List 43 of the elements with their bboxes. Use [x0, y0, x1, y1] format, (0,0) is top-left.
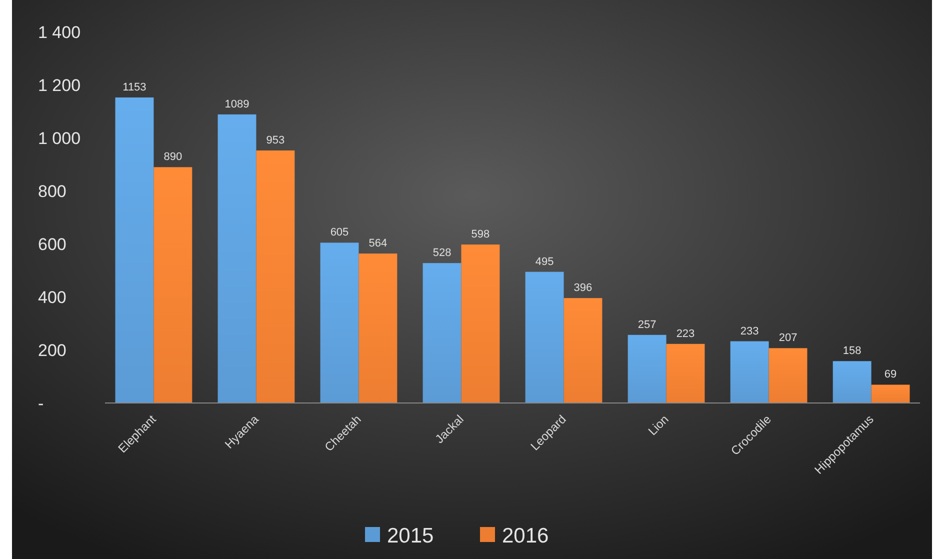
y-tick-label: 1 000	[38, 128, 81, 148]
data-label: 953	[266, 134, 285, 146]
bar	[256, 150, 295, 403]
data-label: 1153	[122, 81, 146, 94]
bar	[564, 298, 602, 403]
data-label: 69	[884, 368, 897, 381]
bar	[218, 114, 256, 403]
y-tick-label: -	[38, 394, 44, 413]
bar	[666, 344, 705, 403]
bar	[358, 254, 398, 403]
y-tick-label: 400	[38, 288, 66, 307]
bar	[525, 272, 564, 403]
y-tick-label: 200	[38, 340, 66, 360]
data-label: 257	[638, 318, 656, 331]
data-label: 598	[471, 228, 490, 241]
y-tick-label: 800	[38, 182, 66, 201]
data-label: 564	[368, 238, 388, 250]
data-label: 605	[330, 226, 349, 239]
data-label: 890	[164, 151, 182, 164]
x-tick-label: Lion	[645, 412, 672, 438]
data-label: 528	[432, 247, 452, 260]
data-label: 1089	[224, 98, 250, 110]
bar	[871, 384, 910, 403]
bar	[422, 263, 462, 403]
bar	[768, 348, 808, 403]
data-label: 158	[842, 345, 862, 358]
bar	[154, 167, 192, 403]
legend-label: 2015	[387, 524, 434, 548]
bar	[320, 242, 359, 403]
bar	[832, 361, 872, 403]
data-label: 207	[778, 332, 798, 344]
y-tick-label: 1 400	[38, 22, 81, 42]
bar	[730, 341, 769, 403]
y-tick-label: 1 200	[38, 76, 81, 95]
data-label: 233	[740, 325, 759, 338]
data-label: 396	[574, 282, 592, 294]
bar	[115, 97, 154, 403]
data-label: 223	[676, 328, 695, 340]
bar	[628, 334, 666, 403]
data-label: 495	[535, 256, 554, 268]
y-tick-label: 600	[38, 234, 66, 254]
bar	[461, 244, 500, 403]
legend-label: 2016	[502, 524, 549, 548]
